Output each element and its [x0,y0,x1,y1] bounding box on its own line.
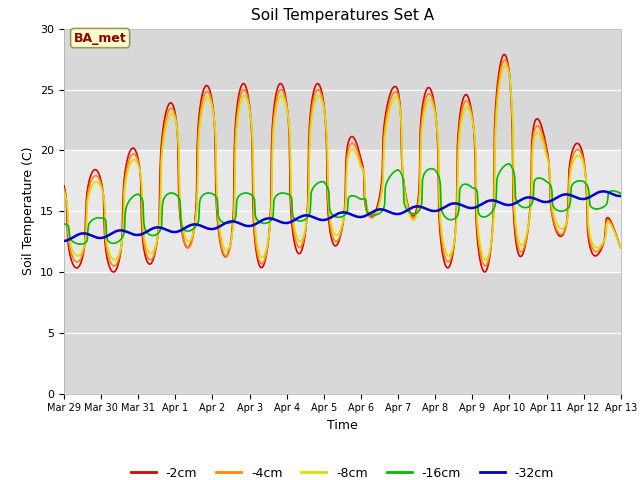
Bar [64,150,621,272]
Legend: -2cm, -4cm, -8cm, -16cm, -32cm: -2cm, -4cm, -8cm, -16cm, -32cm [125,462,559,480]
Text: BA_met: BA_met [74,32,127,45]
Y-axis label: Soil Temperature (C): Soil Temperature (C) [22,147,35,276]
Title: Soil Temperatures Set A: Soil Temperatures Set A [251,9,434,24]
X-axis label: Time: Time [327,419,358,432]
